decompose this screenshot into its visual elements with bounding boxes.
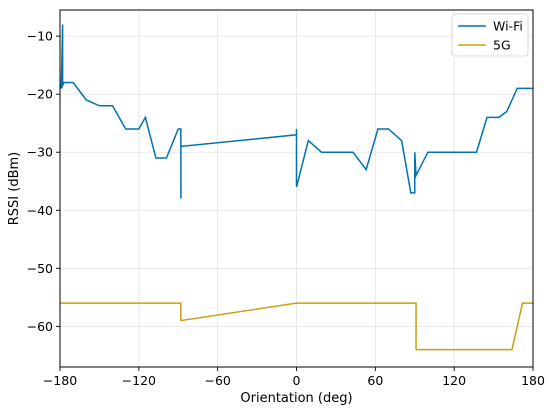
y-tick-label: −10 bbox=[27, 29, 53, 44]
y-axis-label: RSSI (dBm) bbox=[7, 152, 22, 225]
x-tick-label: −180 bbox=[43, 373, 77, 388]
y-tick-label: −40 bbox=[27, 203, 53, 218]
x-tick-label: −60 bbox=[204, 373, 230, 388]
series-line-wi-fi bbox=[59, 24, 533, 199]
legend-label: 5G bbox=[493, 38, 511, 53]
x-tick-label: 0 bbox=[293, 373, 301, 388]
x-tick-label: 180 bbox=[521, 373, 545, 388]
legend-label: Wi-Fi bbox=[493, 19, 523, 34]
y-tick-label: −30 bbox=[27, 145, 53, 160]
x-tick-label: 120 bbox=[442, 373, 466, 388]
series-line-5g bbox=[60, 302, 533, 351]
x-tick-label: −120 bbox=[122, 373, 156, 388]
y-tick-label: −60 bbox=[27, 319, 53, 334]
x-axis-label: Orientation (deg) bbox=[240, 391, 352, 406]
y-tick-label: −20 bbox=[27, 87, 53, 102]
y-tick-label: −50 bbox=[27, 261, 53, 276]
x-tick-label: 60 bbox=[367, 373, 383, 388]
